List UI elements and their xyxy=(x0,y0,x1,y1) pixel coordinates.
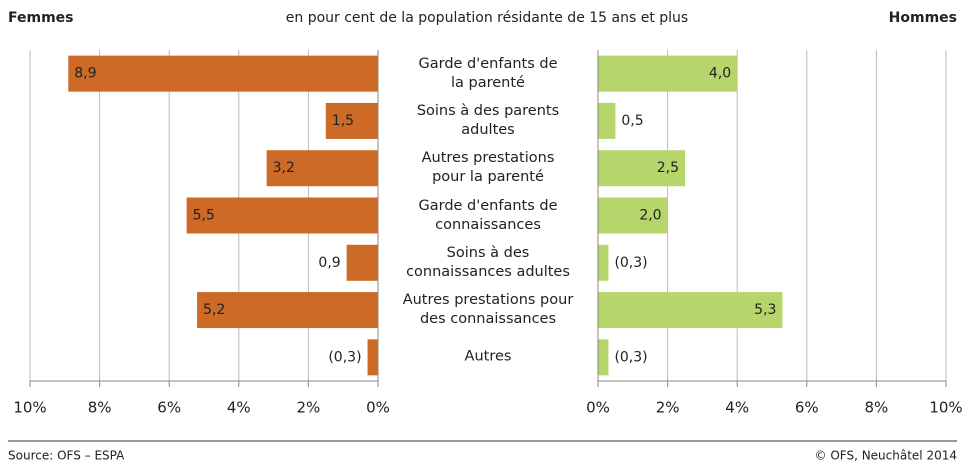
x-tick-label: 6% xyxy=(157,399,181,417)
value-label: 2,0 xyxy=(639,208,661,224)
x-tick-label: 10% xyxy=(13,399,46,417)
x-tick-label: 2% xyxy=(656,399,680,417)
value-label: 2,5 xyxy=(657,160,679,176)
bar xyxy=(346,244,378,281)
category-label: Autres xyxy=(464,348,512,365)
bar xyxy=(598,197,668,234)
value-label: 5,2 xyxy=(203,302,225,318)
bar xyxy=(598,55,738,92)
x-tick-label: 10% xyxy=(929,399,962,417)
bar xyxy=(325,102,378,139)
value-label: 8,9 xyxy=(74,66,96,82)
category-label: Autres prestations pour des connaissance… xyxy=(402,292,574,328)
left-series-name: Femmes xyxy=(8,10,74,26)
bar xyxy=(598,292,783,329)
bar xyxy=(598,150,685,187)
value-label: 4,0 xyxy=(709,66,731,82)
x-tick-label: 0% xyxy=(586,399,610,417)
source: Source: OFS – ESPA xyxy=(8,449,125,463)
copyright: © OFS, Neuchâtel 2014 xyxy=(815,449,958,463)
bar xyxy=(367,339,378,376)
bar xyxy=(598,244,609,281)
value-label: 1,5 xyxy=(332,113,354,129)
x-tick-label: 0% xyxy=(366,399,390,417)
bar xyxy=(197,292,378,329)
value-label: 5,5 xyxy=(193,208,215,224)
bar xyxy=(186,197,378,234)
subtitle: en pour cent de la population résidante … xyxy=(286,10,688,26)
value-label: 0,9 xyxy=(318,255,340,271)
category-label: Garde d'enfants de la parenté xyxy=(418,55,558,91)
x-tick-label: 4% xyxy=(725,399,749,417)
x-tick-label: 8% xyxy=(88,399,112,417)
x-tick-label: 2% xyxy=(297,399,321,417)
value-label: 5,3 xyxy=(754,302,776,318)
value-label: 3,2 xyxy=(273,160,295,176)
x-tick-label: 6% xyxy=(795,399,819,417)
category-label: Soins à des parents adultes xyxy=(416,102,560,138)
x-tick-label: 4% xyxy=(227,399,251,417)
category-label: Garde d'enfants de connaissances xyxy=(418,197,558,233)
value-label: 0,5 xyxy=(621,113,643,129)
x-tick-label: 8% xyxy=(865,399,889,417)
bar xyxy=(266,150,378,187)
right-series-name: Hommes xyxy=(889,10,957,26)
value-label: (0,3) xyxy=(328,349,361,365)
value-label: (0,3) xyxy=(614,255,647,271)
category-label: Autres prestations pour la parenté xyxy=(421,150,555,186)
value-label: (0,3) xyxy=(614,349,647,365)
bar xyxy=(598,102,616,139)
bar xyxy=(68,55,378,92)
bar xyxy=(598,339,609,376)
category-label: Soins à des connaissances adultes xyxy=(406,244,570,280)
